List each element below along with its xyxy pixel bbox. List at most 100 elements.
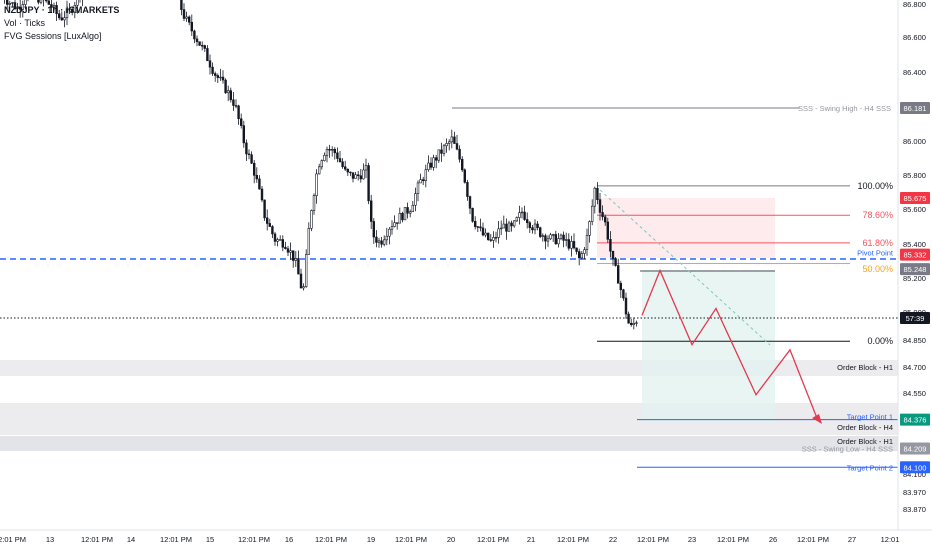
candle-body [198,41,201,46]
y-tick-label: 83.870 [903,505,926,514]
candle-body [68,8,71,10]
candle-body [307,228,310,255]
projection-arrowhead [812,414,822,424]
candle-body [624,297,628,315]
candle-body [18,6,22,10]
y-tick-label: 85.800 [903,171,926,180]
y-tick-label: 84.550 [903,389,926,398]
candle-body [390,226,394,230]
swing-low-label: SSS - Swing Low - H4 SSS [802,444,893,453]
candle-body [289,250,292,253]
candle-body [24,0,27,5]
candle-body [502,223,505,229]
price-tag-label: 85.248 [904,265,927,274]
price-tag-label: 84.100 [904,463,927,472]
symbol-title[interactable]: NZDJPY · 1h · ICMARKETS [4,5,120,15]
price-tag [900,192,930,204]
candle-body [473,221,477,227]
candle-body [299,273,303,289]
candle-body [271,226,274,235]
order-block-h1-label: Order Block - H1 [837,363,893,372]
candle-body [224,79,227,94]
price-tag-label: 86.181 [904,104,927,113]
y-tick-label: 86.600 [903,33,926,42]
target-2-label: Target Point 2 [847,463,893,472]
candle-body [240,118,243,126]
candle-body [476,226,479,228]
candle-body [427,162,430,171]
candle-body [544,235,547,242]
candle-body [304,254,308,287]
candle-body [442,145,446,154]
candle-body [593,187,597,207]
candle-body [492,237,495,241]
fvg-indicator-label[interactable]: FVG Sessions [LuxAlgo] [4,31,102,41]
candle-body [380,240,383,245]
candle-body [71,8,74,13]
candle-body [466,182,469,197]
candle-body [408,211,412,214]
price-tag-label: 84.376 [904,416,927,425]
candle-body [201,45,204,47]
candle-body [55,5,58,15]
volume-indicator-label[interactable]: Vol · Ticks [4,18,46,28]
candle-body [328,149,331,151]
candle-body [455,143,459,150]
candle-body [590,205,594,222]
candle-body [533,223,537,231]
candle-body [60,17,64,21]
candle-body [518,212,521,218]
candle-body [245,142,248,155]
candle-body [398,212,401,224]
candle-body [193,30,196,40]
candle-body [445,143,448,147]
candle-body [557,238,560,245]
time-axis[interactable] [0,530,932,550]
candle-body [52,5,56,8]
y-tick-label: 86.800 [903,0,926,9]
candle-body [250,154,253,164]
candle-body [385,235,388,241]
candle-body [349,171,352,174]
candle-body [616,265,620,284]
order-block-h1-label-2: Order Block - H1 [837,437,893,446]
candle-body [265,217,269,224]
candle-body [520,211,524,214]
candle-body [564,239,568,241]
candle-body [356,174,360,177]
candle-body [609,239,612,252]
candle-body [5,0,9,5]
candle-body [297,258,300,275]
candle-body [190,21,193,32]
candle-body [208,60,212,68]
candle-body [180,0,183,10]
price-tag-label: 57:39 [906,314,925,323]
stop-zone [597,198,775,258]
price-tag [900,413,930,426]
candle-body [351,172,355,179]
x-tick-label: 20 [447,535,455,544]
candle-body [65,8,69,19]
candle-body [401,212,404,221]
candle-body [206,48,209,62]
candle-body [227,90,230,94]
candle-body [315,173,318,196]
candle-body [21,4,24,10]
candle-body [359,175,362,180]
candle-body [510,222,513,227]
candle-body [551,234,555,236]
candle-body [44,0,48,2]
candle-body [585,234,589,250]
candle-body [317,166,321,175]
x-tick-label: 12:01 PM [637,535,669,544]
candle-body [369,200,373,222]
projection-zigzag [641,268,819,421]
candle-body [424,169,427,182]
candle-body [421,179,425,182]
candle-body [601,212,604,218]
candle-body [255,174,258,180]
candle-body [531,227,534,231]
candle-body [583,249,586,254]
order-block-h1-zone-2 [0,436,898,451]
